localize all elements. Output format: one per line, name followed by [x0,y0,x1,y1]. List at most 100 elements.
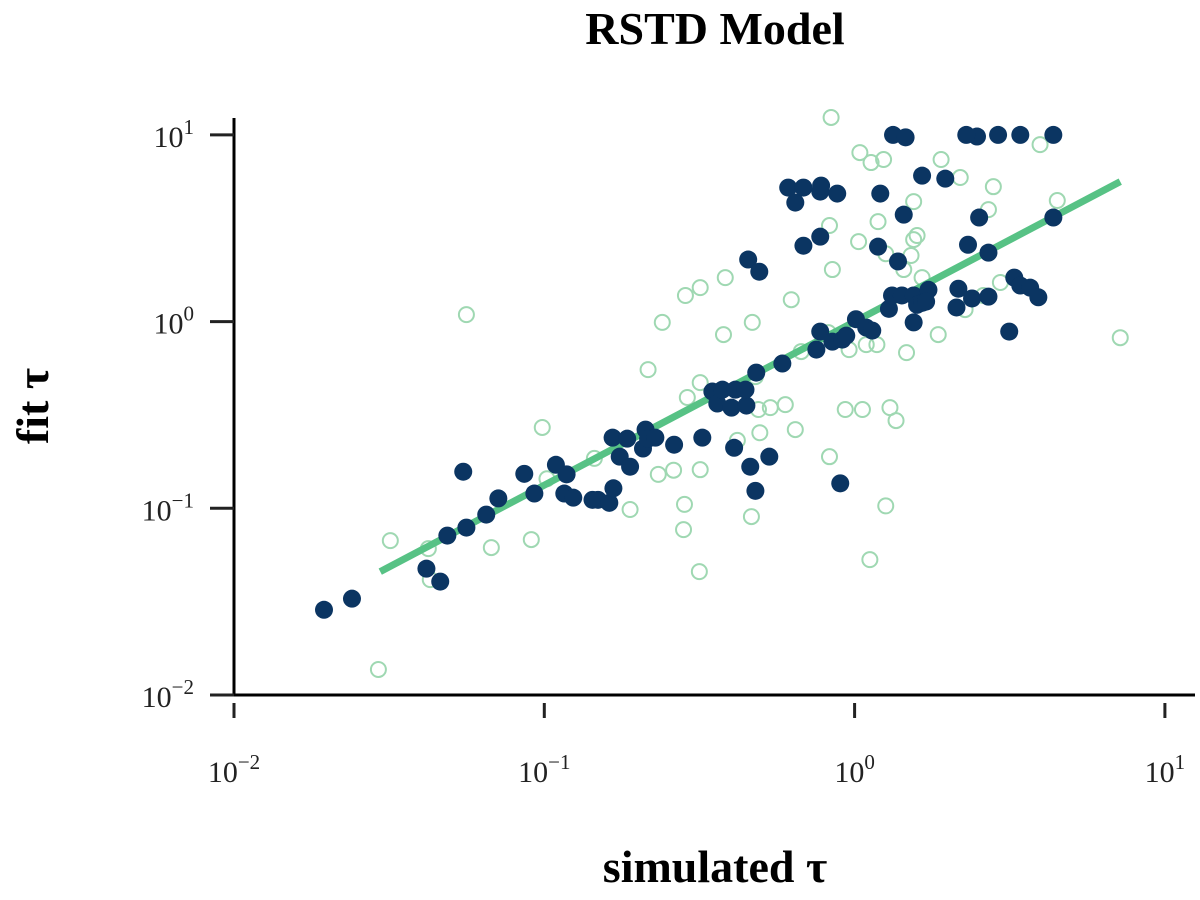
filled-data-point [913,166,932,185]
open-data-point [1111,329,1129,347]
x-tick-label: 101 [1145,750,1186,789]
open-data-point [369,660,387,678]
chart-title: RSTD Model [585,3,844,54]
filled-data-point [786,193,805,212]
open-data-point [751,424,769,442]
open-data-point [381,532,399,550]
open-data-point [853,401,871,419]
open-data-point [649,465,667,483]
filled-data-point [564,488,583,507]
filled-data-point [949,279,968,298]
open-data-point [851,144,869,162]
filled-data-point [812,176,831,195]
open-data-point [836,401,854,419]
filled-data-point [863,321,882,340]
filled-data-point [979,287,998,306]
open-data-point [951,169,969,187]
filled-data-point [779,178,798,197]
filled-data-point [957,125,976,144]
y-axis-label: fit τ [7,368,58,444]
open-data-point [984,178,1002,196]
filled-data-point [794,236,813,255]
filled-data-point [314,600,333,619]
filled-data-point [600,493,619,512]
open-data-point [887,412,905,430]
filled-data-point [760,447,779,466]
filled-data-point [457,518,476,537]
filled-data-point [947,298,966,317]
filled-data-point [693,428,712,447]
filled-data-point [454,462,473,481]
open-data-point [482,539,500,557]
filled-data-point [747,363,766,382]
filled-data-point [708,394,727,413]
open-data-point [691,279,709,297]
open-data-point [776,396,794,414]
filled-data-point [1044,125,1063,144]
filled-data-point [904,313,923,332]
filled-data-point [515,464,534,483]
open-data-point [782,291,800,309]
filled-data-point [438,526,457,545]
filled-data-point [725,438,744,457]
filled-data-point [739,250,758,269]
filled-data-point [794,178,813,197]
filled-data-point [963,289,982,308]
x-tick-label: 10−2 [208,750,260,789]
filled-data-point [807,340,826,359]
filled-data-point [746,481,765,500]
open-data-point [932,151,950,169]
open-data-point [665,461,683,479]
filled-data-point [646,428,665,447]
filled-data-point [342,589,361,608]
filled-data-point [970,208,989,227]
filled-data-point [1044,208,1063,227]
open-data-point [653,313,671,331]
filled-data-point [604,479,623,498]
open-data-point [861,551,879,569]
open-data-point [1031,136,1049,154]
filled-data-point [665,435,684,454]
filled-data-point [1029,288,1048,307]
filled-data-point [811,227,830,246]
open-data-point [877,497,895,515]
open-data-point [862,154,880,172]
open-data-point [822,108,840,126]
open-data-point [691,461,709,479]
open-data-point [522,531,540,549]
open-data-point [905,193,923,211]
filled-data-point [979,243,998,262]
open-data-point [850,233,868,251]
open-data-point [786,421,804,439]
filled-data-point [603,428,622,447]
x-axis-label: simulated τ [603,841,827,892]
filled-data-point [736,380,755,399]
filled-data-point [489,489,508,508]
open-data-point [675,521,693,539]
open-data-point [898,344,916,362]
open-data-point [716,269,734,287]
open-data-point [1048,192,1066,210]
filled-data-point [621,457,640,476]
y-tick-label: 10−2 [142,675,194,714]
open-data-point [676,286,694,304]
filled-data-point [750,262,769,281]
open-data-point [678,389,696,407]
open-data-point [823,261,841,279]
filled-data-point [871,184,890,203]
filled-data-point [828,184,847,203]
filled-data-point [989,125,1008,144]
filled-data-point [831,474,850,493]
open-data-point [820,217,838,235]
filled-data-point [557,465,576,484]
open-data-point [457,306,475,324]
filled-data-point [713,380,732,399]
filled-data-point [737,396,756,415]
open-data-point [714,326,732,344]
open-data-point [820,448,838,466]
filled-data-point [894,205,913,224]
filled-data-point [722,398,741,417]
y-tick-label: 100 [154,302,195,341]
filled-data-point [889,252,908,271]
open-data-point [691,374,709,392]
